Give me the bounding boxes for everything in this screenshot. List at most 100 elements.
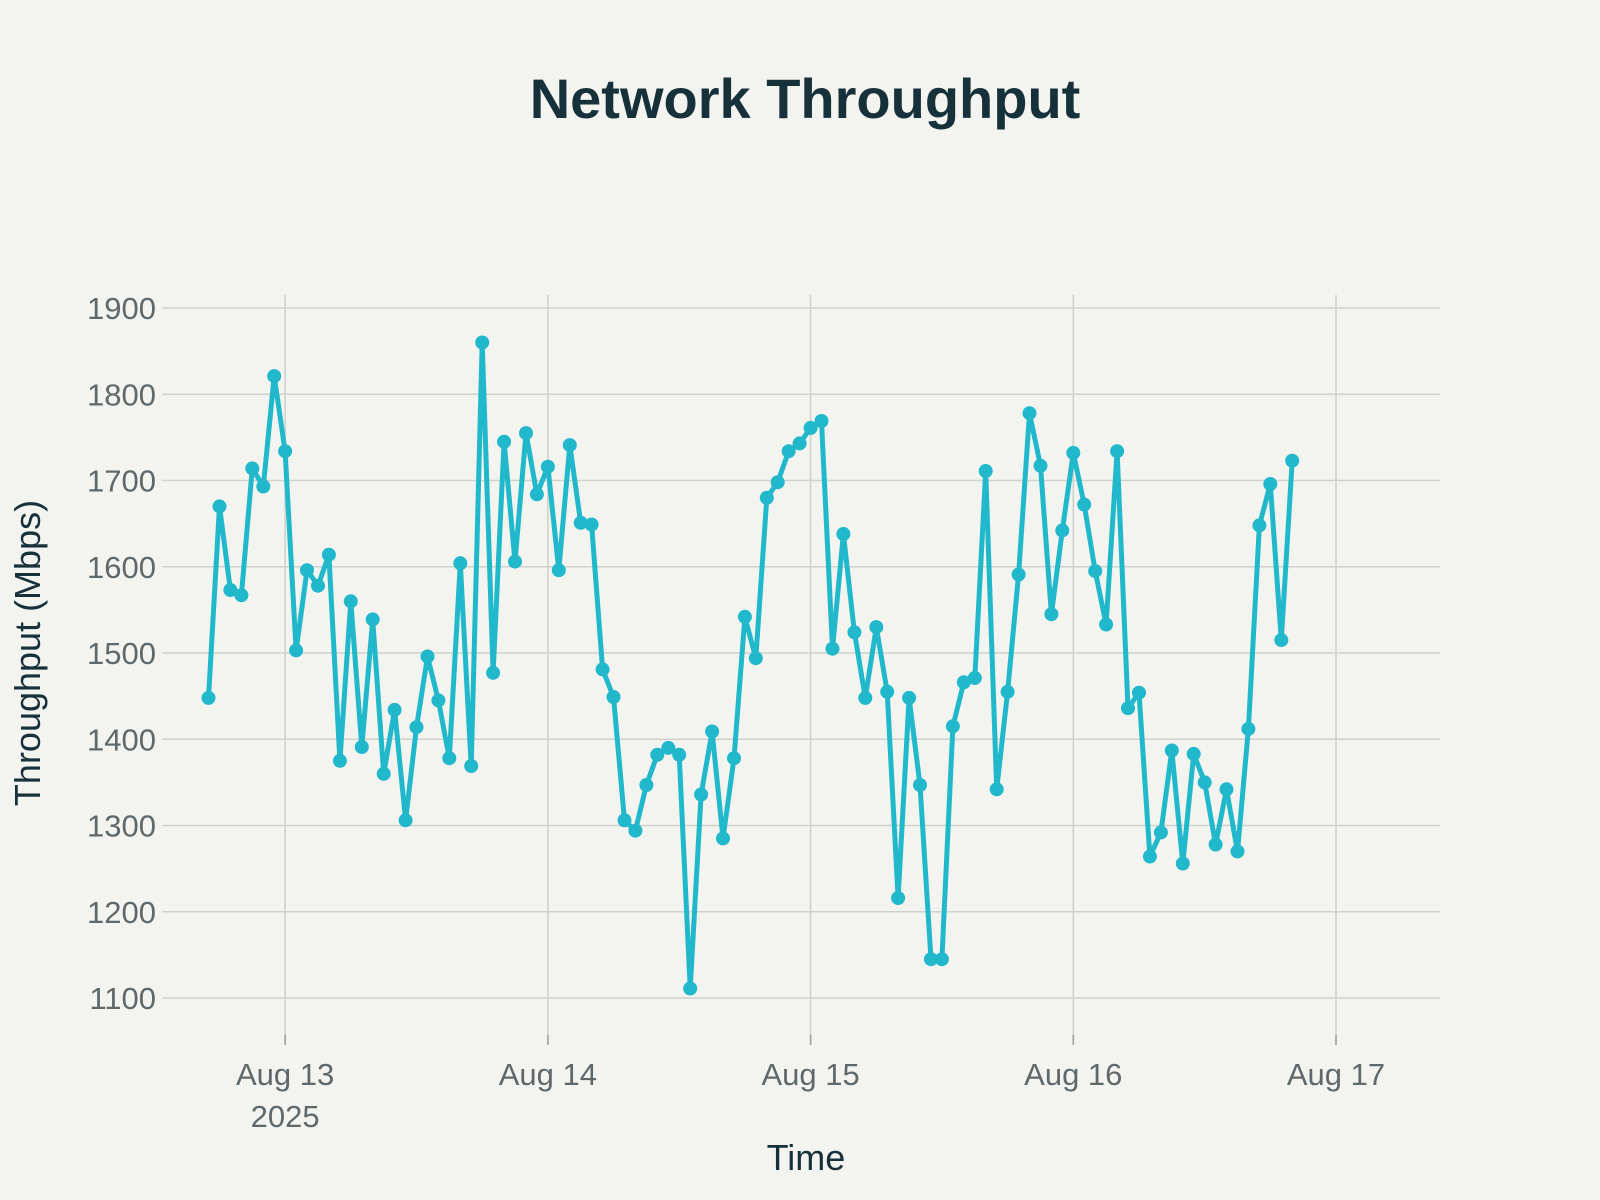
y-tick-label: 1700 xyxy=(87,464,156,499)
data-point xyxy=(628,823,643,838)
data-point xyxy=(1121,701,1135,716)
x-tick-label: Aug 13 xyxy=(236,1057,334,1092)
y-tick-label: 1100 xyxy=(89,981,156,1016)
data-point xyxy=(1044,607,1059,622)
data-point xyxy=(716,831,730,846)
y-tick-label: 1600 xyxy=(87,550,156,585)
data-point xyxy=(803,420,818,435)
data-point xyxy=(606,690,621,704)
data-point xyxy=(1000,684,1015,699)
data-point xyxy=(1175,856,1190,871)
x-tick-sublabel: 2025 xyxy=(251,1099,320,1134)
data-point xyxy=(967,671,982,685)
data-point xyxy=(836,527,851,541)
data-point xyxy=(650,747,665,762)
x-tick-label: Aug 17 xyxy=(1287,1057,1385,1092)
chart-title: Network Throughput xyxy=(530,67,1081,130)
x-axis-title: Time xyxy=(767,1137,846,1178)
data-point xyxy=(1186,746,1201,761)
data-point xyxy=(770,475,785,490)
x-tick-label: Aug 16 xyxy=(1024,1057,1122,1092)
data-point xyxy=(256,479,271,494)
data-point xyxy=(759,490,774,505)
data-point xyxy=(1022,406,1037,421)
data-point xyxy=(956,675,971,690)
data-point xyxy=(540,459,555,474)
y-tick-label: 1400 xyxy=(87,722,156,757)
data-point xyxy=(1153,825,1168,840)
data-point xyxy=(354,740,369,754)
data-point xyxy=(431,693,446,708)
series-line xyxy=(206,340,1295,991)
data-point xyxy=(617,813,632,828)
data-point xyxy=(1142,849,1157,864)
x-tick-label: Aug 15 xyxy=(761,1057,859,1092)
data-point xyxy=(365,612,380,627)
data-point xyxy=(1219,782,1234,797)
data-point xyxy=(387,702,402,717)
data-point xyxy=(869,620,884,635)
data-point xyxy=(486,665,501,680)
data-point xyxy=(529,487,544,502)
data-point xyxy=(223,583,238,597)
data-point xyxy=(781,444,796,459)
data-point xyxy=(1066,445,1081,460)
y-axis-title: Throughput (Mbps) xyxy=(7,500,48,806)
data-point xyxy=(278,444,293,459)
data-point xyxy=(551,563,566,578)
data-point xyxy=(234,588,249,603)
data-point xyxy=(792,436,807,451)
data-point xyxy=(332,753,347,768)
data-point xyxy=(212,499,227,514)
data-point xyxy=(595,662,610,677)
data-point xyxy=(945,719,960,734)
data-point xyxy=(1099,617,1114,632)
axis-ticks: 1100 1200 1300 1400 1500 1600 1700 1800 1900 Aug … xyxy=(87,291,1385,1134)
data-point xyxy=(1252,518,1267,533)
data-point xyxy=(1230,844,1245,859)
data-point xyxy=(661,740,676,755)
data-point xyxy=(1055,523,1070,538)
data-point xyxy=(934,952,949,967)
data-point xyxy=(1285,453,1300,468)
data-point xyxy=(1033,458,1048,473)
data-point xyxy=(1164,743,1179,758)
data-point xyxy=(267,369,282,384)
data-point xyxy=(508,554,522,569)
data-point xyxy=(1088,564,1103,579)
x-tick-label: Aug 14 xyxy=(499,1057,597,1092)
data-point xyxy=(748,651,763,666)
data-point xyxy=(814,414,829,428)
data-point xyxy=(321,547,336,562)
data-point xyxy=(311,578,325,593)
data-point xyxy=(562,438,577,453)
data-point xyxy=(1241,721,1256,736)
data-point xyxy=(672,747,687,762)
y-tick-label: 1900 xyxy=(87,291,156,326)
data-point xyxy=(727,751,741,766)
series-line-throughput xyxy=(201,335,1300,996)
data-point xyxy=(201,690,216,705)
data-point xyxy=(420,649,435,664)
y-tick-label: 1200 xyxy=(87,895,156,930)
y-tick-label: 1800 xyxy=(87,377,156,412)
data-point xyxy=(464,759,479,773)
grid-lines xyxy=(162,295,1440,1035)
data-point xyxy=(453,556,468,571)
data-point xyxy=(891,891,906,905)
data-point xyxy=(1132,685,1146,700)
data-point xyxy=(245,461,260,476)
y-tick-label: 1500 xyxy=(87,636,156,671)
data-point xyxy=(376,766,391,781)
data-point xyxy=(519,426,533,441)
data-point xyxy=(924,952,938,967)
data-point xyxy=(1274,633,1289,648)
data-point xyxy=(398,813,413,828)
data-point xyxy=(683,981,698,996)
data-point xyxy=(409,720,424,735)
data-point xyxy=(300,563,314,578)
data-point xyxy=(1208,837,1223,852)
data-point xyxy=(880,684,895,699)
data-point xyxy=(694,787,709,802)
